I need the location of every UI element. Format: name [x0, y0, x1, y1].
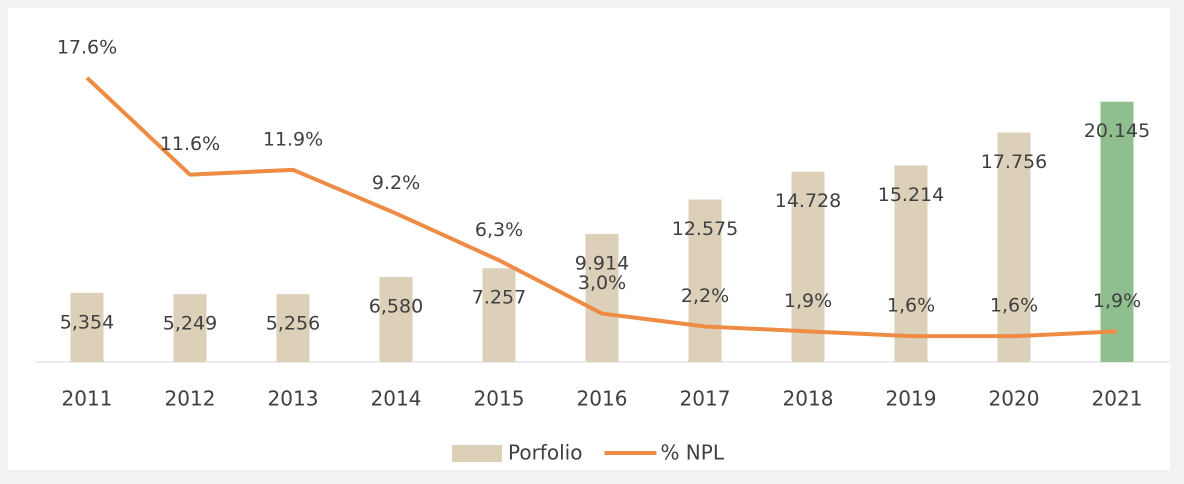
legend-swatch	[452, 445, 502, 462]
bar-label: 14.728	[775, 190, 841, 212]
line-label: 9.2%	[372, 172, 420, 194]
bar-label: 5,249	[163, 313, 217, 335]
bar	[997, 132, 1031, 362]
x-tick-label: 2018	[783, 387, 834, 411]
bar	[70, 292, 104, 362]
x-tick-label: 2011	[62, 387, 113, 411]
x-tick-label: 2019	[886, 387, 937, 411]
line-label: 17.6%	[57, 36, 117, 58]
x-tick-label: 2020	[989, 387, 1040, 411]
legend-label: % NPL	[660, 441, 724, 465]
bar	[585, 233, 619, 362]
x-tick-label: 2014	[371, 387, 422, 411]
bar-label: 9.914	[575, 252, 629, 274]
line-label: 1,9%	[784, 290, 832, 312]
bar-label: 5,354	[60, 311, 114, 333]
bar-label: 17.756	[981, 151, 1047, 173]
line-label: 3,0%	[578, 272, 626, 294]
x-tick-label: 2013	[268, 387, 319, 411]
line-label: 11.9%	[263, 128, 323, 150]
bar	[894, 165, 928, 362]
bar	[1100, 101, 1134, 363]
bar	[379, 276, 413, 362]
line-label: 1,6%	[990, 295, 1038, 317]
bar	[482, 268, 516, 362]
line-label: 6,3%	[475, 219, 523, 241]
bar	[173, 294, 207, 362]
line-label: 1,6%	[887, 295, 935, 317]
legend-label: Porfolio	[508, 441, 582, 465]
bar-label: 6,580	[369, 295, 423, 317]
bar-label: 12.575	[672, 218, 738, 240]
x-tick-label: 2016	[577, 387, 628, 411]
bar	[276, 294, 310, 362]
x-tick-label: 2015	[474, 387, 525, 411]
line-label: 1,9%	[1093, 290, 1141, 312]
bar	[688, 199, 722, 362]
x-tick-label: 2017	[680, 387, 731, 411]
bar-label: 5,256	[266, 313, 320, 335]
npl-line	[85, 76, 1118, 339]
bar-label: 15.214	[878, 184, 944, 206]
x-tick-label: 2021	[1092, 387, 1143, 411]
line-label: 11.6%	[160, 133, 220, 155]
line-label: 2,2%	[681, 285, 729, 307]
bar-label: 7.257	[472, 287, 526, 309]
bar-label: 20.145	[1084, 120, 1150, 142]
x-tick-label: 2012	[165, 387, 216, 411]
